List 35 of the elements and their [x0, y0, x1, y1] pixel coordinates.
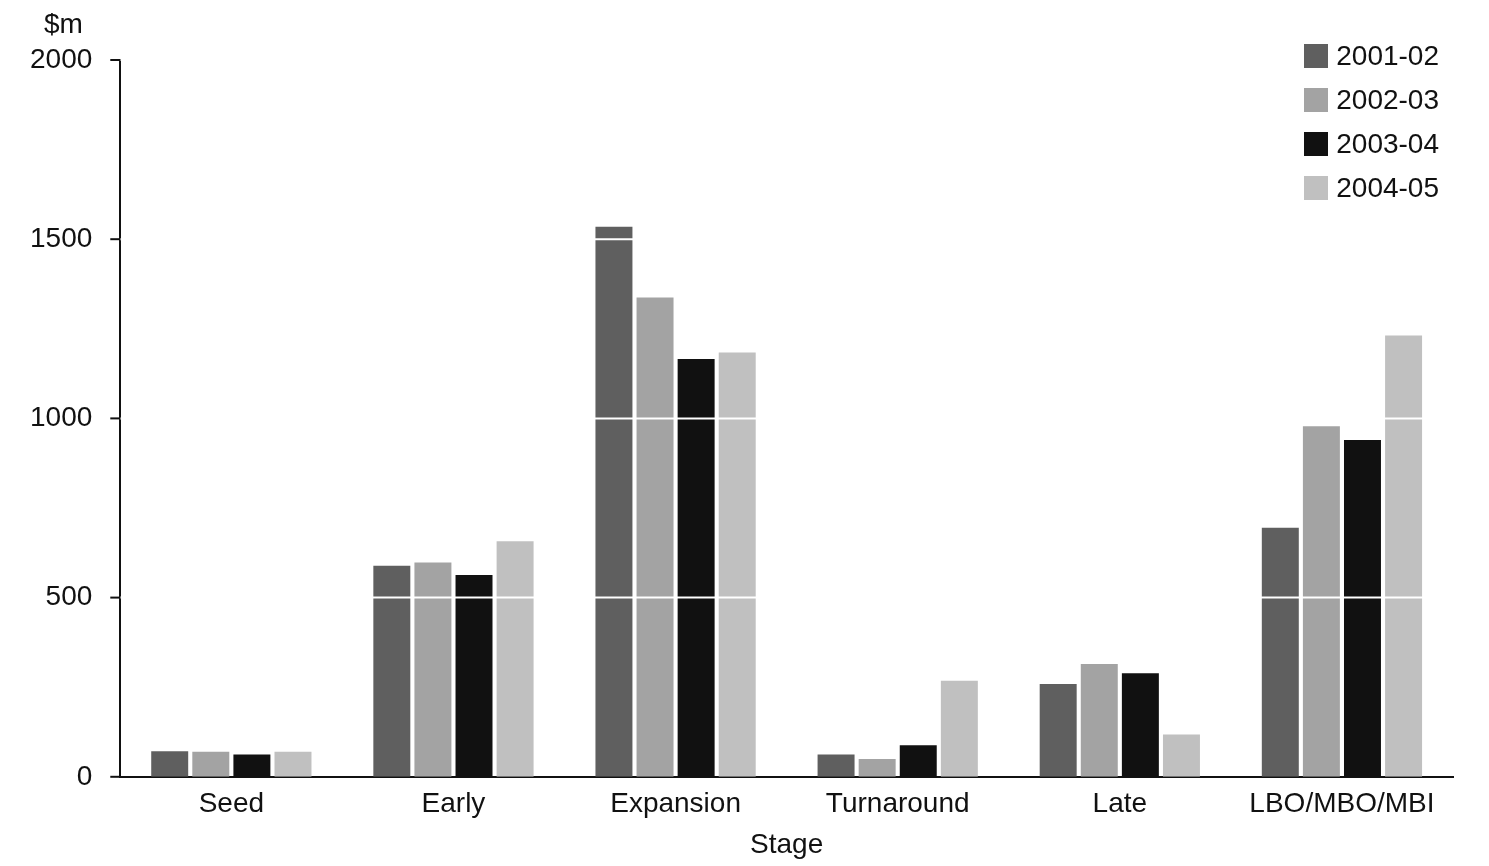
legend-label: 2004-05	[1336, 172, 1439, 204]
bar	[1162, 734, 1200, 777]
x-tick-label: Late	[1092, 787, 1148, 819]
bar	[496, 541, 534, 777]
y-tick-label: 1500	[29, 221, 93, 253]
bar	[192, 751, 230, 777]
legend-label: 2002-03	[1336, 84, 1439, 116]
x-tick-label: Early	[421, 787, 486, 819]
bar	[373, 565, 411, 777]
legend-label: 2003-04	[1336, 128, 1439, 160]
bar	[636, 297, 674, 777]
bar	[858, 758, 896, 777]
bar	[1039, 683, 1077, 777]
bar	[274, 751, 312, 777]
x-axis-title: Stage	[750, 827, 824, 859]
y-tick-label: 1000	[29, 401, 93, 433]
y-tick-label: 0	[76, 759, 93, 791]
bar	[1385, 335, 1423, 777]
bar	[817, 754, 855, 777]
bar	[151, 751, 189, 777]
bar	[595, 226, 633, 777]
bar	[1080, 663, 1118, 777]
bar	[1302, 426, 1340, 777]
legend-label: 2001-02	[1336, 40, 1439, 72]
bar	[940, 680, 978, 777]
x-tick-label: Turnaround	[825, 787, 970, 819]
y-tick-label: 500	[45, 580, 93, 612]
x-tick-label: Seed	[198, 787, 265, 819]
bar	[1261, 527, 1299, 777]
bar	[414, 562, 452, 777]
x-tick-label: LBO/MBO/MBI	[1249, 787, 1435, 819]
y-tick-label: 2000	[29, 42, 93, 74]
x-tick-label: Expansion	[610, 787, 741, 819]
bar	[718, 352, 756, 777]
y-axis-title: $m	[44, 8, 83, 40]
